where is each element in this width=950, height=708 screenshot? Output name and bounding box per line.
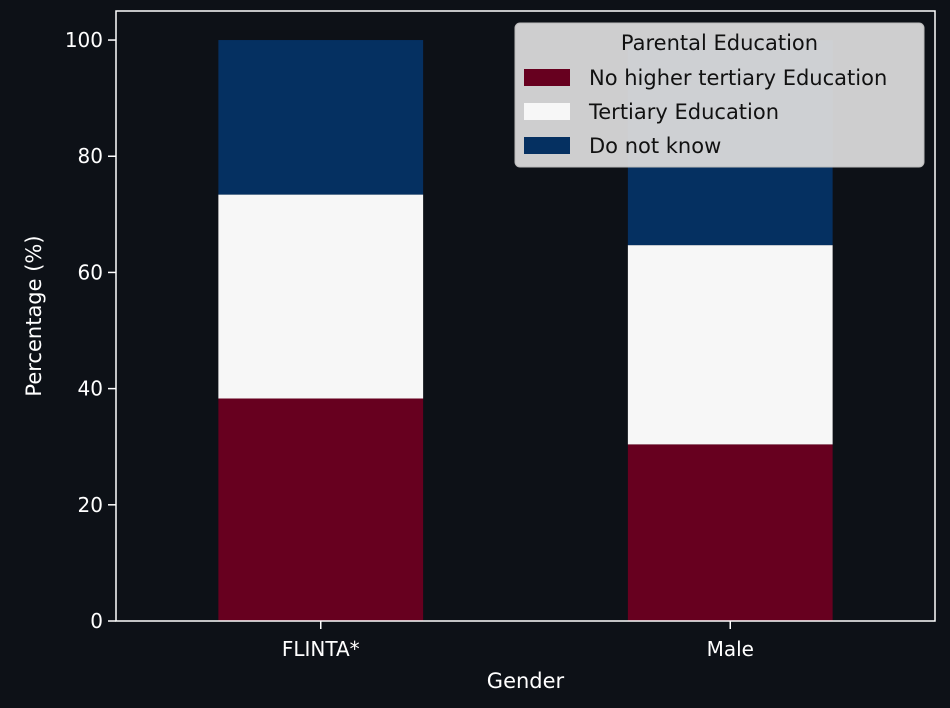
legend-swatch [524, 137, 570, 154]
y-tick-label: 100 [65, 28, 103, 52]
bars-layer [218, 40, 833, 621]
x-axis: FLINTA* Male [282, 621, 754, 661]
legend-entry-label: Do not know [589, 134, 721, 158]
x-axis-label: Gender [487, 669, 565, 693]
plot-frame [115, 10, 936, 622]
y-axis-label: Percentage (%) [22, 235, 46, 396]
bar-male-series-0 [627, 444, 833, 621]
legend-swatch [524, 103, 570, 120]
y-axis: 0 20 40 60 80 100 [65, 28, 116, 633]
y-tick-label: 60 [78, 260, 103, 284]
x-tick-label: Male [707, 637, 754, 661]
bar-flinta-series-0 [218, 398, 424, 621]
y-tick-label: 20 [78, 493, 103, 517]
y-tick-label: 40 [78, 377, 103, 401]
y-tick-label: 0 [90, 609, 103, 633]
legend-entry-label: No higher tertiary Education [589, 66, 887, 90]
bar-flinta-series-2 [218, 40, 424, 195]
legend-swatch [524, 69, 570, 86]
legend-box [514, 22, 925, 168]
x-tick-label: FLINTA* [282, 637, 360, 661]
legend: Parental Education No higher tertiary Ed… [514, 22, 925, 168]
bar-flinta-series-1 [218, 194, 424, 399]
y-tick-label: 80 [78, 144, 103, 168]
legend-title: Parental Education [621, 31, 818, 55]
legend-entry-label: Tertiary Education [588, 100, 779, 124]
bar-male-series-1 [627, 245, 833, 445]
